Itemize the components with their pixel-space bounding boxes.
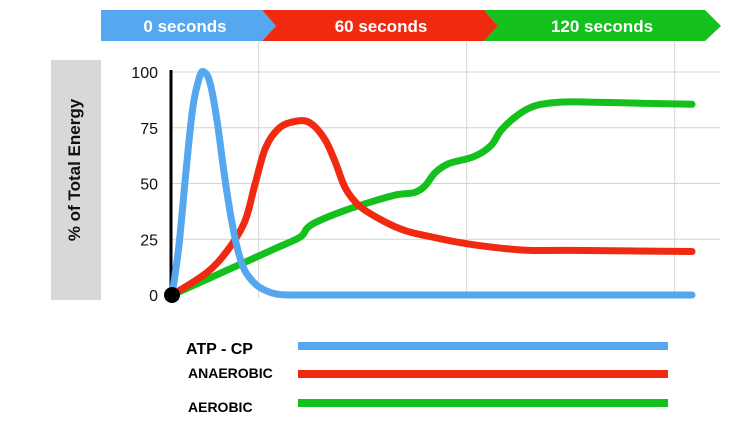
phase-arrow-2 xyxy=(484,10,721,41)
phase-label-2: 120 seconds xyxy=(551,17,653,36)
phase-arrow-0 xyxy=(101,10,276,41)
y-axis-label-box xyxy=(51,60,101,300)
y-tick-label: 25 xyxy=(140,232,158,249)
y-tick-label: 50 xyxy=(140,177,158,194)
series-line-atp-cp xyxy=(168,67,696,299)
legend: ATP - CP ANAEROBIC AEROBIC xyxy=(186,341,668,415)
phase-banner: 0 seconds 60 seconds 120 seconds xyxy=(101,10,721,41)
y-tick-label: 0 xyxy=(149,288,158,305)
legend-label-anaerobic: ANAEROBIC xyxy=(188,365,273,381)
y-tick-label: 75 xyxy=(140,121,158,138)
origin-point xyxy=(164,287,180,303)
y-axis-label: % of Total Energy xyxy=(65,98,84,241)
legend-label-atp-cp: ATP - CP xyxy=(186,341,253,358)
series-line-aerobic xyxy=(168,98,696,299)
series-lines xyxy=(168,67,696,299)
series-line-anaerobic xyxy=(168,117,696,299)
y-tick-labels: 0 25 50 75 100 xyxy=(131,65,158,305)
phase-arrow-1 xyxy=(262,10,498,41)
legend-label-aerobic: AEROBIC xyxy=(188,399,253,415)
y-tick-label: 100 xyxy=(131,65,158,82)
phase-label-0: 0 seconds xyxy=(143,17,226,36)
phase-label-1: 60 seconds xyxy=(335,17,428,36)
